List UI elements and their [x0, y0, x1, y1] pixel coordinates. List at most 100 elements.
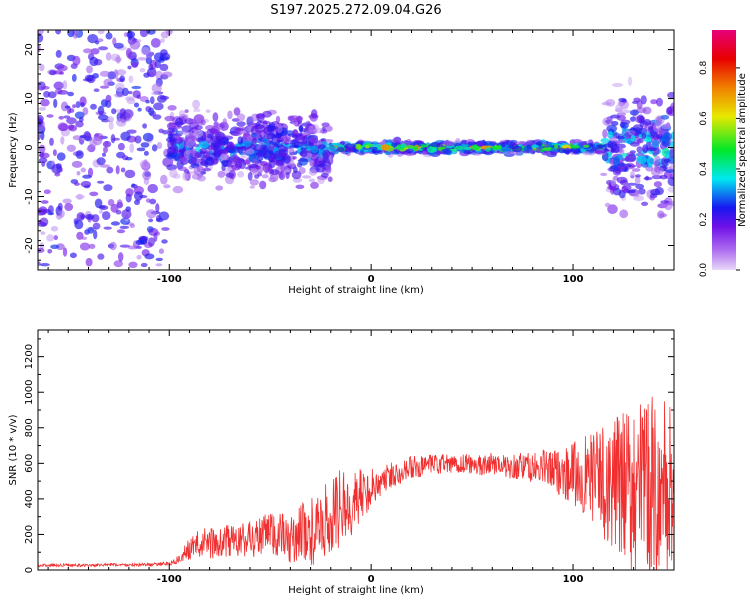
heatmap-cell: [185, 138, 194, 149]
heatmap-cell: [255, 122, 260, 127]
heatmap-cell: [275, 159, 284, 167]
heatmap-cell: [656, 97, 663, 107]
heatmap-cell: [72, 104, 77, 109]
heatmap-cell: [268, 143, 275, 151]
snr-ytick-label: 600: [24, 454, 35, 473]
heatmap-cell: [181, 125, 192, 133]
heatmap-cell: [104, 140, 109, 147]
heatmap-cell: [193, 108, 201, 113]
heatmap-cell: [660, 114, 670, 120]
heatmap-cell: [646, 147, 658, 152]
heatmap-cell: [110, 134, 116, 144]
heatmap-cell: [511, 145, 523, 153]
heatmap-cell: [189, 148, 197, 157]
heatmap-cell: [240, 154, 247, 159]
heatmap-cell: [275, 115, 281, 123]
heatmap-cell: [184, 109, 189, 113]
spectrogram-frame: [37, 29, 675, 271]
heatmap-cell: [535, 141, 543, 146]
heatmap-cell: [153, 102, 164, 111]
heatmap-cell: [199, 161, 209, 166]
heatmap-cell: [501, 141, 506, 148]
heatmap-cell: [133, 102, 140, 108]
heatmap-cell: [523, 146, 531, 152]
heatmap-cell: [38, 206, 48, 216]
heatmap-cell: [633, 97, 641, 103]
heatmap-cell: [38, 152, 50, 159]
heatmap-cell: [73, 182, 80, 186]
heatmap-cell: [38, 247, 45, 253]
spectrogram-ytick-label: 20: [24, 43, 35, 56]
heatmap-cell: [638, 188, 646, 195]
heatmap-cell: [149, 198, 157, 205]
heatmap-cell: [120, 167, 126, 173]
heatmap-cell: [75, 150, 84, 159]
heatmap-cell: [103, 226, 112, 230]
heatmap-cell: [260, 120, 271, 125]
heatmap-cell: [171, 140, 177, 146]
heatmap-cell: [158, 211, 170, 221]
heatmap-cell: [55, 30, 61, 35]
heatmap-cell: [113, 69, 119, 79]
spectrogram-ytick-label: -20: [24, 237, 35, 253]
heatmap-cell: [150, 38, 161, 48]
heatmap-cell: [650, 99, 658, 105]
heatmap-cell: [292, 156, 297, 160]
heatmap-cell: [193, 166, 201, 175]
heatmap-cell: [236, 113, 246, 122]
snr-ytick-label: 1200: [24, 344, 35, 369]
figure-title: S197.2025.272.09.04.G26: [270, 3, 441, 18]
heatmap-cell: [90, 48, 100, 55]
heatmap-cell: [200, 171, 207, 175]
heatmap-cell: [200, 119, 206, 126]
heatmap-cell: [131, 62, 139, 68]
heatmap-cell: [227, 110, 233, 120]
heatmap-cell: [245, 149, 255, 155]
spectrogram-ytick-label: -10: [24, 188, 35, 204]
heatmap-cell: [455, 138, 461, 144]
heatmap-cell: [102, 152, 106, 157]
heatmap-cell: [602, 117, 614, 127]
heatmap-cell: [308, 178, 316, 183]
heatmap-cell: [338, 146, 345, 153]
heatmap-cell: [154, 60, 161, 69]
heatmap-cell: [66, 144, 76, 152]
heatmap-cell: [276, 124, 283, 134]
heatmap-cell: [653, 181, 663, 188]
heatmap-cell: [310, 181, 319, 189]
heatmap-cell: [600, 137, 610, 144]
heatmap-cell: [128, 261, 138, 268]
heatmap-cell: [38, 107, 47, 111]
heatmap-cell: [236, 121, 246, 127]
heatmap-cell: [71, 73, 77, 82]
heatmap-cell: [429, 142, 441, 148]
heatmap-cell: [145, 198, 151, 203]
heatmap-cell: [444, 141, 455, 147]
heatmap-cell: [93, 229, 98, 240]
heatmap-cell: [604, 148, 610, 152]
heatmap-cell: [148, 237, 155, 247]
heatmap-cell: [143, 72, 150, 78]
heatmap-cell: [139, 160, 150, 169]
heatmap-cell: [441, 148, 452, 155]
heatmap-cell: [128, 75, 134, 83]
heatmap-cell: [66, 117, 77, 125]
heatmap-cell: [80, 167, 87, 173]
snr-xtick-label: -100: [157, 574, 182, 585]
heatmap-cell: [658, 213, 668, 218]
heatmap-cell: [62, 80, 68, 90]
heatmap-cell: [212, 145, 218, 152]
heatmap-cell: [626, 182, 638, 186]
heatmap-cell: [177, 131, 188, 135]
heatmap-cell: [53, 98, 58, 108]
heatmap-cell: [247, 171, 253, 181]
heatmap-cell: [79, 116, 84, 123]
heatmap-cell: [38, 144, 46, 154]
heatmap-cell: [155, 231, 160, 236]
heatmap-cell: [64, 105, 70, 109]
heatmap-cell: [127, 90, 133, 95]
heatmap-cell: [554, 144, 559, 149]
heatmap-cell: [308, 136, 318, 143]
heatmap-cell: [262, 145, 267, 151]
heatmap-cell: [618, 97, 627, 103]
